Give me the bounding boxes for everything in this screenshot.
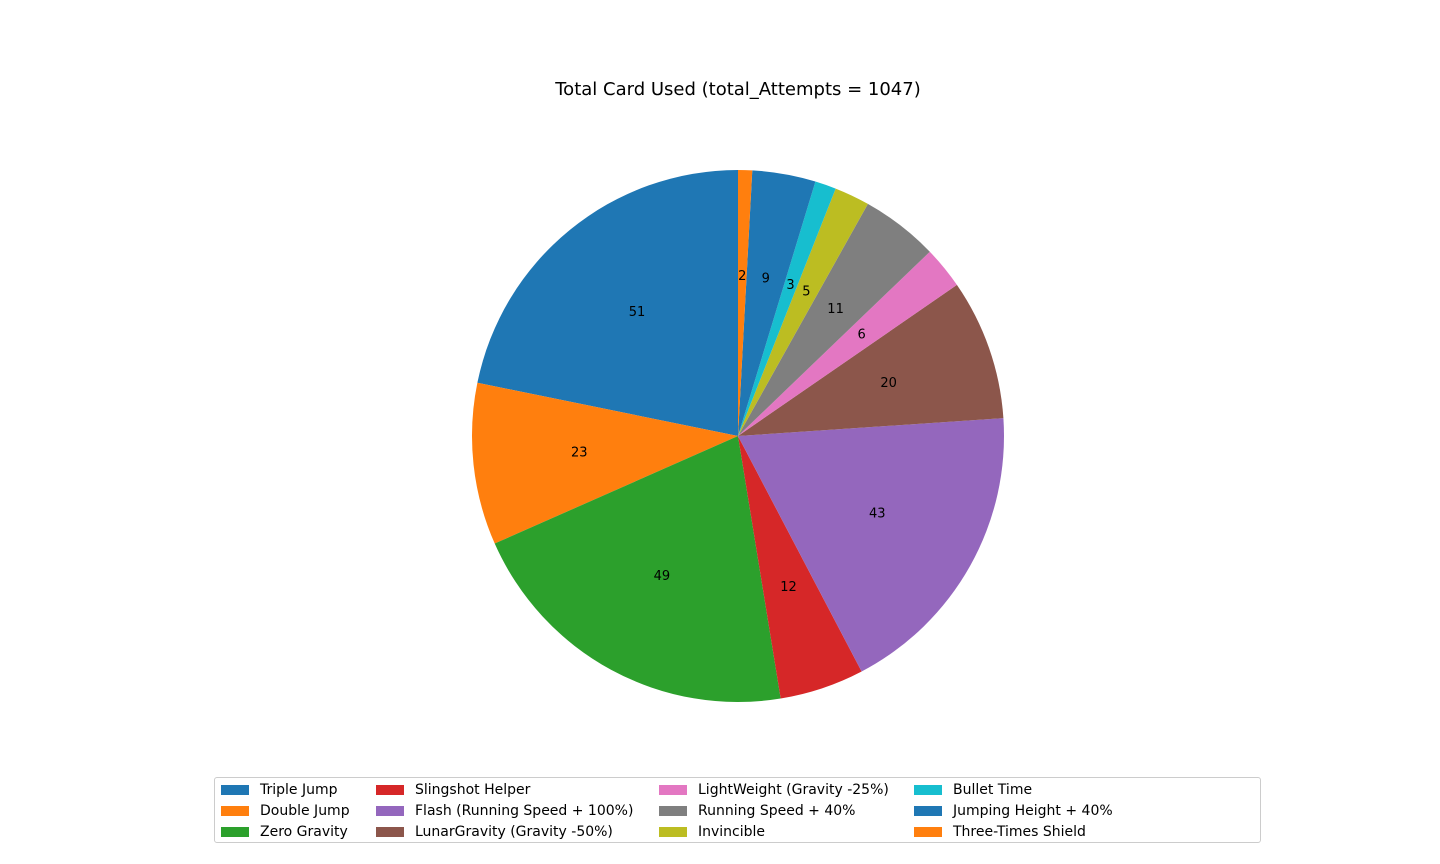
legend-item-1: Double Jump [221, 800, 376, 821]
legend-item-2: Zero Gravity [221, 821, 376, 842]
legend-item-8: Invincible [659, 821, 914, 842]
pie-slice-0 [477, 170, 738, 436]
pie-value-labels: 51 23 49 12 43 20 6 11 53 9 2 [571, 269, 897, 595]
pie-value-label-8: 5 [802, 284, 810, 299]
legend: Triple Jump Double Jump Zero Gravity Slings… [214, 777, 1261, 843]
legend-label-10: Jumping Height + 40% [953, 802, 1113, 819]
legend-label-1: Double Jump [260, 802, 350, 819]
pie-value-label-11: 2 [738, 269, 746, 284]
legend-label-2: Zero Gravity [260, 823, 348, 840]
legend-label-5: LunarGravity (Gravity -50%) [415, 823, 613, 840]
legend-swatch-6 [659, 784, 687, 795]
legend-label-7: Running Speed + 40% [698, 802, 856, 819]
legend-label-3: Slingshot Helper [415, 781, 531, 798]
pie-value-label-2: 49 [654, 569, 671, 584]
legend-item-9: Bullet Time [914, 779, 1060, 800]
pie-slice-2 [494, 436, 781, 702]
pie-value-label-5: 20 [880, 376, 897, 391]
pie-slice-10 [738, 170, 816, 436]
legend-swatch-4 [376, 805, 404, 816]
legend-item-7: Running Speed + 40% [659, 800, 914, 821]
legend-label-9: Bullet Time [953, 781, 1033, 798]
legend-swatch-7 [659, 805, 687, 816]
legend-label-6: LightWeight (Gravity -25%) [698, 781, 889, 798]
legend-label-11: Three-Times Shield [953, 823, 1086, 840]
pie-value-label-4: 43 [869, 506, 886, 521]
legend-item-0: Triple Jump [221, 779, 376, 800]
legend-swatch-0 [221, 784, 249, 795]
legend-label-4: Flash (Running Speed + 100%) [415, 802, 634, 819]
legend-item-6: LightWeight (Gravity -25%) [659, 779, 914, 800]
pie-slice-5 [738, 284, 1004, 436]
pie-slice-6 [738, 251, 957, 436]
pie-slice-9 [738, 181, 836, 436]
legend-swatch-9 [914, 784, 942, 795]
legend-item-5: LunarGravity (Gravity -50%) [376, 821, 659, 842]
legend-swatch-11 [914, 826, 942, 837]
legend-swatch-2 [221, 826, 249, 837]
legend-swatch-1 [221, 805, 249, 816]
chart-title: Total Card Used (total_Attempts = 1047) [554, 79, 920, 100]
pie-slice-11 [738, 170, 753, 436]
legend-swatch-5 [376, 826, 404, 837]
legend-swatch-3 [376, 784, 404, 795]
pie-slice-4 [738, 418, 1004, 672]
pie-value-label-9: 3 [786, 278, 794, 293]
pie-slice-3 [738, 436, 862, 699]
pie-slice-8 [738, 188, 868, 436]
legend-item-11: Three-Times Shield [914, 821, 1086, 842]
pie-value-label-6: 6 [857, 328, 865, 343]
legend-item-3: Slingshot Helper [376, 779, 659, 800]
pie-slice-1 [471, 382, 738, 544]
legend-label-8: Invincible [698, 823, 766, 840]
legend-swatch-10 [914, 805, 942, 816]
pie-value-label-3: 12 [780, 580, 797, 595]
legend-label-0: Triple Jump [260, 781, 338, 798]
pie-value-label-10: 9 [762, 271, 770, 286]
legend-swatch-8 [659, 826, 687, 837]
pie-value-label-1: 23 [571, 446, 588, 461]
pie-slice-7 [738, 203, 930, 436]
legend-item-4: Flash (Running Speed + 100%) [376, 800, 659, 821]
pie-value-label-7: 11 [827, 302, 844, 317]
legend-item-10: Jumping Height + 40% [914, 800, 1113, 821]
pie-value-label-0: 51 [629, 305, 646, 320]
pie-slices [471, 170, 1004, 702]
